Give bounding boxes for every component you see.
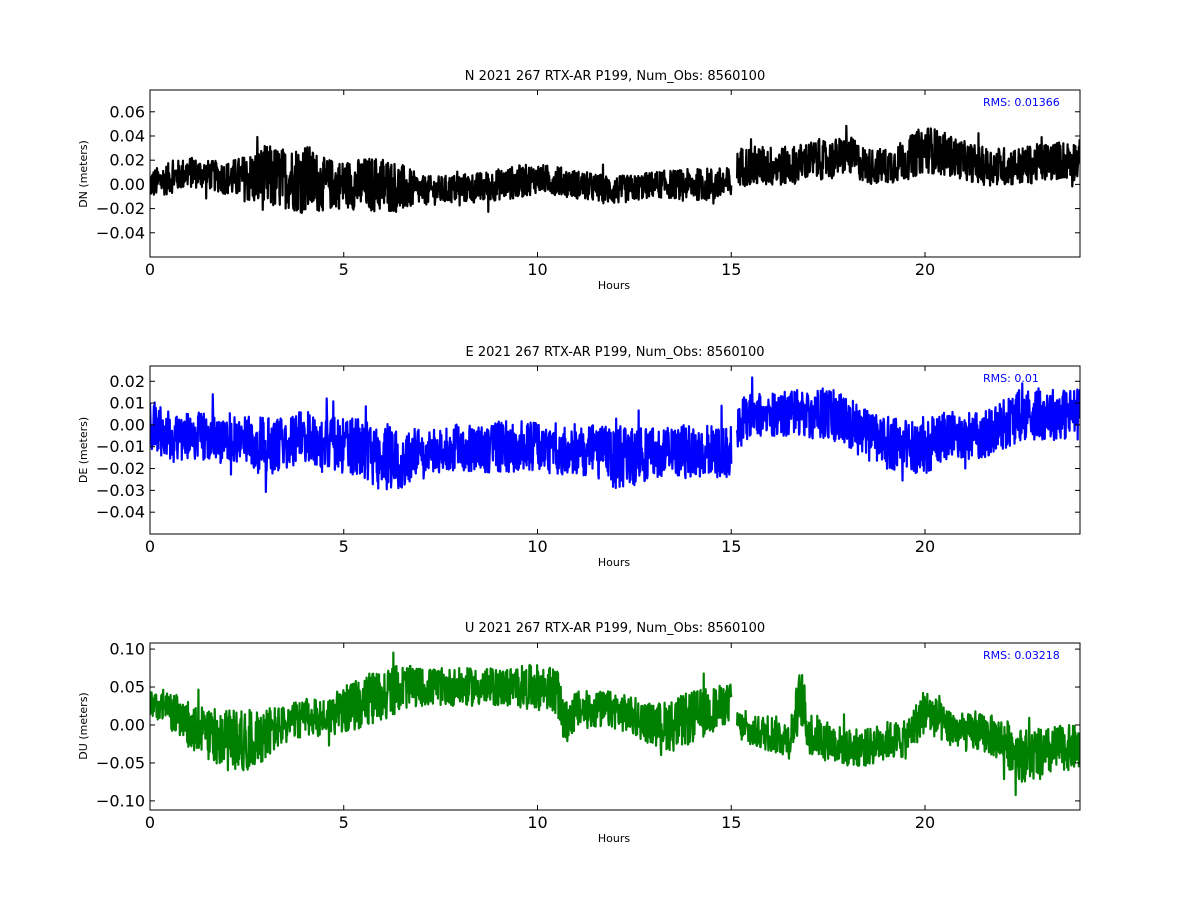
up-y-tick-label: −0.05 xyxy=(96,753,145,772)
east-y-axis-label: DE (meters) xyxy=(77,417,90,483)
north-plot-area: 0 5 10 15 20 −0.04 −0.02 0.00 0.02 0.04 0.06 RMS: 0… xyxy=(96,89,1081,279)
north-panel-title: N 2021 267 RTX-AR P199, Num_Obs: 8560100 xyxy=(465,69,765,84)
east-rms-label: RMS: 0.01 xyxy=(983,372,1039,385)
up-x-tick-label: 10 xyxy=(527,813,547,832)
up-y-tick-label: 0.00 xyxy=(109,715,145,734)
up-x-tick-label: 15 xyxy=(721,813,741,832)
north-y-tick-label: −0.02 xyxy=(96,199,145,218)
east-y-tick-label: −0.04 xyxy=(96,503,145,522)
north-y-tick-label: −0.04 xyxy=(96,223,145,242)
up-x-tick-label: 5 xyxy=(339,813,349,832)
east-y-tick-label: 0.02 xyxy=(109,372,145,391)
up-y-tick-label: 0.05 xyxy=(109,678,145,697)
north-y-tick-label: 0.00 xyxy=(109,175,145,194)
up-y-tick-label: 0.10 xyxy=(109,640,145,659)
up-axes-frame xyxy=(149,642,1081,811)
north-y-tick-label: 0.02 xyxy=(109,151,145,170)
east-x-tick-label: 15 xyxy=(721,537,741,556)
up-x-axis-label: Hours xyxy=(598,832,630,845)
north-y-axis-label: DN (meters) xyxy=(77,140,90,208)
up-panel-title: U 2021 267 RTX-AR P199, Num_Obs: 8560100 xyxy=(465,621,765,636)
east-y-tick-label: −0.02 xyxy=(96,459,145,478)
east-y-tick-label: 0.01 xyxy=(109,394,145,413)
up-plot-area: 0 5 10 15 20 −0.10 −0.05 0.00 0.05 0.10 RMS: 0.032… xyxy=(96,640,1081,832)
north-x-tick-label: 5 xyxy=(339,260,349,279)
up-y-tick-label: −0.10 xyxy=(96,791,145,810)
east-y-tick-label: −0.01 xyxy=(96,437,145,456)
east-x-tick-label: 0 xyxy=(145,537,155,556)
north-rms-label: RMS: 0.01366 xyxy=(983,96,1060,109)
north-x-tick-label: 0 xyxy=(145,260,155,279)
east-panel: E 2021 267 RTX-AR P199, Num_Obs: 8560100… xyxy=(77,345,1081,569)
up-rms-label: RMS: 0.03218 xyxy=(983,649,1060,662)
east-panel-title: E 2021 267 RTX-AR P199, Num_Obs: 8560100 xyxy=(466,345,765,360)
east-x-tick-label: 10 xyxy=(527,537,547,556)
up-y-axis-label: DU (meters) xyxy=(77,692,90,759)
east-y-tick-label: −0.03 xyxy=(96,481,145,500)
north-panel: N 2021 267 RTX-AR P199, Num_Obs: 8560100… xyxy=(77,69,1081,292)
east-series-line xyxy=(150,376,1080,494)
north-x-tick-label: 10 xyxy=(527,260,547,279)
east-plot-area: 0 5 10 15 20 −0.04 −0.03 −0.02 −0.01 0.00 0.01 0.02… xyxy=(96,365,1081,556)
north-x-axis-label: Hours xyxy=(598,279,630,292)
up-series-line xyxy=(150,651,1080,797)
north-x-tick-label: 20 xyxy=(915,260,935,279)
up-panel: U 2021 267 RTX-AR P199, Num_Obs: 8560100… xyxy=(77,621,1081,845)
up-x-tick-label: 0 xyxy=(145,813,155,832)
north-axes-frame xyxy=(149,89,1081,258)
north-y-tick-label: 0.06 xyxy=(109,102,145,121)
north-y-tick-label: 0.04 xyxy=(109,126,145,145)
north-series-line xyxy=(150,124,1080,214)
east-x-tick-label: 20 xyxy=(915,537,935,556)
up-x-tick-label: 20 xyxy=(915,813,935,832)
north-x-tick-label: 15 xyxy=(721,260,741,279)
east-x-axis-label: Hours xyxy=(598,556,630,569)
east-x-tick-label: 5 xyxy=(339,537,349,556)
east-axes-frame xyxy=(149,365,1081,535)
east-y-tick-label: 0.00 xyxy=(109,415,145,434)
